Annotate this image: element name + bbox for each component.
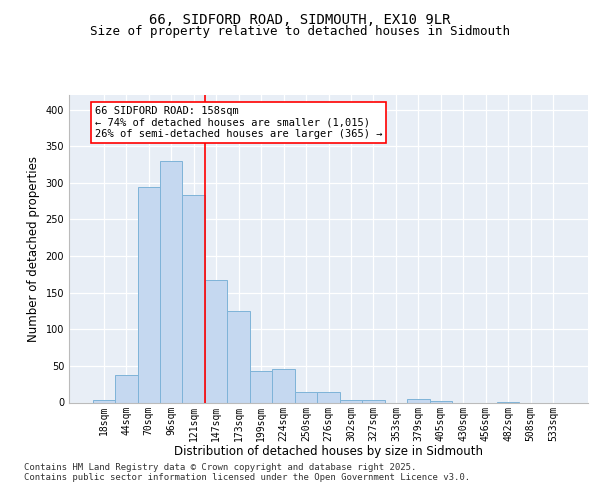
Bar — [295, 392, 317, 402]
Text: Size of property relative to detached houses in Sidmouth: Size of property relative to detached ho… — [90, 25, 510, 38]
Bar — [160, 161, 182, 402]
Bar — [205, 280, 227, 402]
Bar — [340, 400, 362, 402]
Bar — [250, 371, 272, 402]
Y-axis label: Number of detached properties: Number of detached properties — [27, 156, 40, 342]
Bar — [362, 400, 385, 402]
Bar — [92, 400, 115, 402]
Text: Contains HM Land Registry data © Crown copyright and database right 2025.
Contai: Contains HM Land Registry data © Crown c… — [24, 462, 470, 482]
Bar — [407, 399, 430, 402]
Bar — [227, 311, 250, 402]
Bar — [317, 392, 340, 402]
Text: 66, SIDFORD ROAD, SIDMOUTH, EX10 9LR: 66, SIDFORD ROAD, SIDMOUTH, EX10 9LR — [149, 12, 451, 26]
Bar — [430, 401, 452, 402]
Bar — [272, 369, 295, 402]
X-axis label: Distribution of detached houses by size in Sidmouth: Distribution of detached houses by size … — [174, 444, 483, 458]
Bar — [137, 186, 160, 402]
Text: 66 SIDFORD ROAD: 158sqm
← 74% of detached houses are smaller (1,015)
26% of semi: 66 SIDFORD ROAD: 158sqm ← 74% of detache… — [95, 106, 382, 139]
Bar — [182, 196, 205, 402]
Bar — [115, 374, 137, 402]
